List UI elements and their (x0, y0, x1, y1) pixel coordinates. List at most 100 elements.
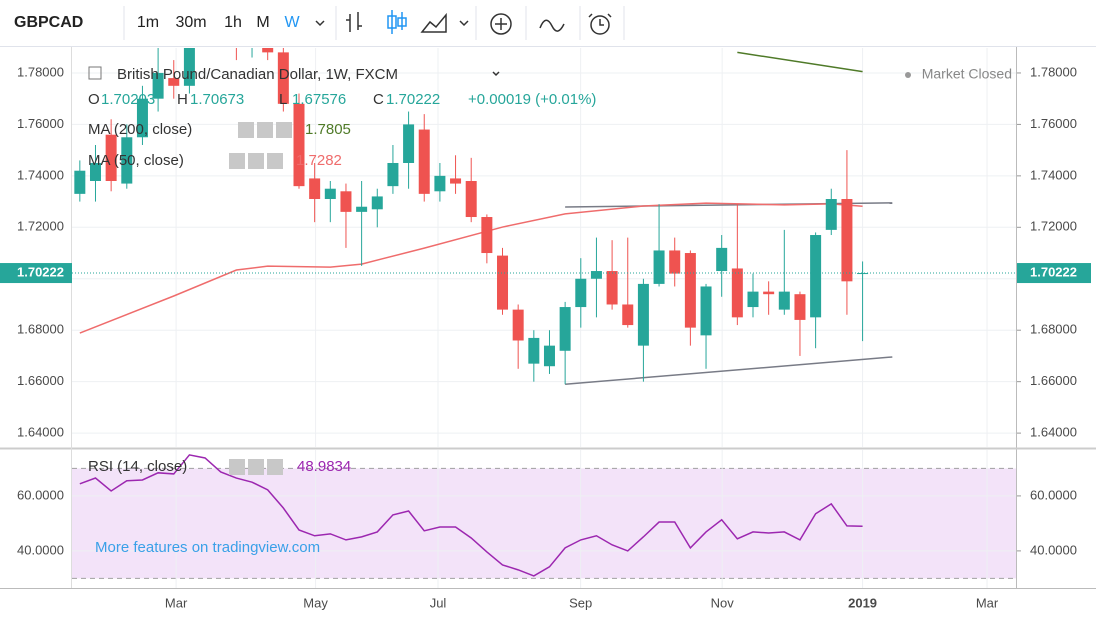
y-tick-label: 1.66000 (1030, 373, 1077, 388)
legend-button[interactable] (238, 122, 254, 138)
rsi-legend: RSI (14, close) (88, 458, 187, 475)
candle-body (669, 250, 681, 274)
legend-button[interactable] (276, 122, 292, 138)
ma-line (737, 51, 863, 73)
legend-button[interactable] (267, 459, 283, 475)
ma-value: 1.7282 (296, 152, 342, 169)
legend-button[interactable] (248, 459, 264, 475)
candle-body (434, 175, 446, 192)
candle-body (371, 196, 383, 210)
x-tick-label: 2019 (848, 595, 877, 610)
candle-body (731, 268, 743, 318)
interval-active[interactable]: W (284, 14, 300, 31)
candle-body (857, 273, 869, 275)
candle-body (810, 235, 822, 318)
ohlc-value: 1.70203 (101, 91, 155, 108)
indicator-plus (495, 18, 507, 30)
candle-body (825, 199, 837, 230)
bars-icon[interactable] (346, 12, 362, 32)
candle-body (277, 52, 289, 104)
candle-body (763, 291, 775, 295)
candle-body (152, 72, 164, 99)
collapse-icon[interactable] (88, 66, 102, 80)
y-tick-label: 1.64000 (1030, 425, 1077, 440)
x-tick-label: Sep (569, 595, 592, 610)
candle-body (403, 124, 415, 163)
y-tick-label: 1.78000 (17, 64, 64, 79)
candle-body (136, 98, 148, 138)
legend-button[interactable] (248, 153, 264, 169)
candle-body (89, 162, 101, 181)
candle-body (74, 170, 86, 194)
candle-body (481, 217, 493, 254)
style-menu[interactable] (459, 20, 469, 27)
alert-hands (588, 13, 612, 26)
interval-menu[interactable] (315, 20, 325, 27)
candle-body (387, 162, 399, 187)
y-tick-label: 40.0000 (1030, 542, 1077, 557)
candle-body (121, 137, 133, 184)
watermark[interactable]: More features on tradingview.com (95, 539, 320, 556)
ohlc-letter: C (373, 91, 384, 108)
y-tick-label: 1.74000 (1030, 167, 1077, 182)
x-tick-label: Mar (976, 595, 999, 610)
candle-body (309, 178, 321, 200)
legend-button[interactable] (229, 153, 245, 169)
candle-body (356, 206, 368, 212)
candle-body (700, 286, 712, 336)
y-tick-label: 1.68000 (17, 322, 64, 337)
y-tick-label: 60.0000 (17, 487, 64, 502)
rsi-line (79, 454, 863, 577)
candle-body (559, 307, 571, 351)
ohlc-value: 1.70222 (386, 91, 440, 108)
ma-value: 1.7805 (305, 121, 351, 138)
symbol[interactable]: GBPCAD (14, 14, 83, 31)
trend-line (565, 202, 893, 208)
ohlc-value: 1.67576 (292, 91, 346, 108)
x-tick-label: May (303, 595, 328, 610)
y-tick-label: 1.78000 (1030, 64, 1077, 79)
candle-body (340, 191, 352, 212)
title-menu[interactable] (492, 71, 500, 77)
candle-body (684, 253, 696, 328)
area-icon[interactable] (420, 12, 447, 33)
change: +0.00019 (+0.01%) (468, 91, 596, 108)
compare-icon[interactable] (539, 19, 565, 32)
interval[interactable]: 30m (175, 14, 206, 31)
legend: British Pound/Canadian Dollar, 1W, FXCM … (88, 66, 1012, 556)
x-tick-label: Nov (711, 595, 735, 610)
interval[interactable]: 1h (224, 14, 242, 31)
y-tick-label: 1.76000 (1030, 116, 1077, 131)
candle-body (794, 294, 806, 320)
toolbar-bg (0, 0, 1096, 46)
candle-body (105, 134, 117, 181)
candle-body (293, 103, 305, 187)
y-tick-label: 1.68000 (1030, 322, 1077, 337)
interval[interactable]: 1m (137, 14, 159, 31)
candle-body (183, 48, 195, 86)
candle-body (590, 271, 602, 279)
candles-icon[interactable] (387, 10, 407, 34)
x-tick-label: Jul (430, 595, 447, 610)
legend-button[interactable] (229, 459, 245, 475)
price-label: 1.70222 (17, 264, 64, 279)
price-label-bg (1017, 263, 1091, 284)
legend-button[interactable] (257, 122, 273, 138)
candle-body (497, 255, 509, 310)
rsi-value: 48.9834 (297, 458, 351, 475)
ma-legend: MA (200, close) (88, 121, 192, 138)
candle-body (543, 345, 555, 367)
interval[interactable]: M (256, 14, 269, 31)
candle-body (622, 304, 634, 326)
indicator-icon[interactable] (490, 13, 512, 35)
pane (72, 450, 1016, 588)
ohlc-letter: O (88, 91, 100, 108)
alert-icon[interactable] (590, 15, 610, 35)
x-tick-label: Mar (165, 595, 188, 610)
y-tick-label: 60.0000 (1030, 487, 1077, 502)
legend-button[interactable] (267, 153, 283, 169)
candle-body (168, 78, 180, 86)
